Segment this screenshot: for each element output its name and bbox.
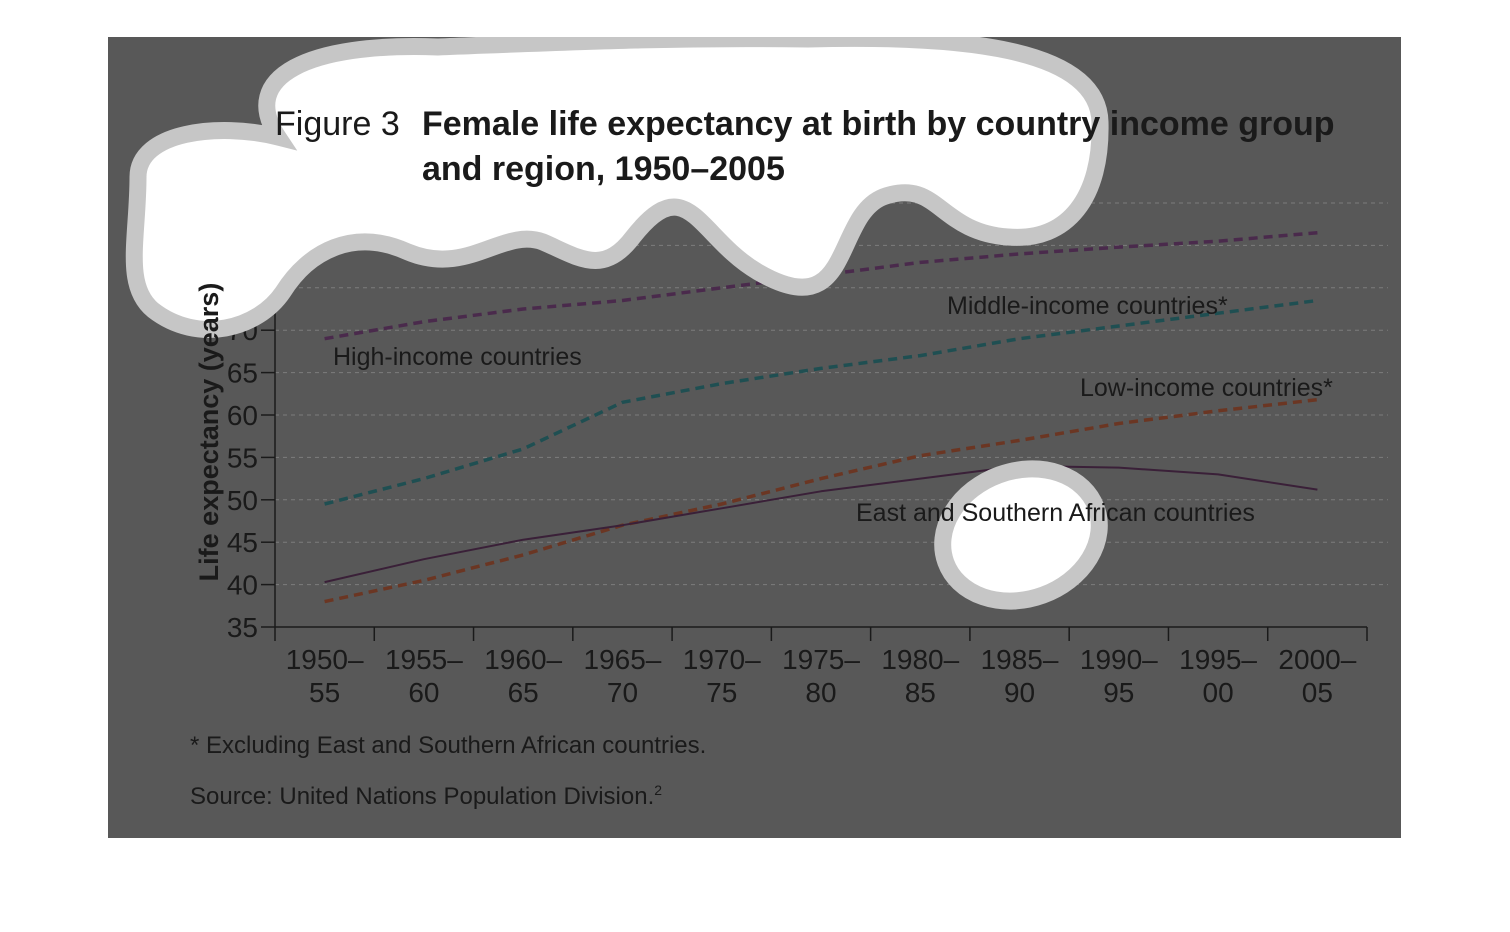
x-tick-label-bottom: 65 — [508, 677, 539, 708]
x-tick-label-top: 1985– — [981, 644, 1059, 675]
series-line-1 — [324, 298, 1318, 506]
y-tick-label: 60 — [227, 400, 258, 431]
x-tick-label-top: 1975– — [782, 644, 860, 675]
series-line-2 — [324, 397, 1318, 604]
x-axis-ticks: 1950–55 1955–60 1960–65 1965–70 1970–75 1975–… — [274, 627, 1368, 708]
cloud-highlight — [125, 37, 1109, 338]
source-text: Source: United Nations Population Divisi… — [190, 783, 654, 810]
x-tick-label-bottom: 85 — [905, 677, 936, 708]
x-tick-label-top: 1950– — [286, 644, 364, 675]
y-tick-label: 45 — [227, 527, 258, 558]
x-tick-label-top: 1980– — [881, 644, 959, 675]
life-expectancy-chart: 3540455055606570758085 1950–551955–60196… — [125, 37, 1388, 810]
x-tick-label-top: 1965– — [584, 644, 662, 675]
x-tick-label-top: 1955– — [385, 644, 463, 675]
y-tick-label: 50 — [227, 485, 258, 516]
y-tick-label: 55 — [227, 442, 258, 473]
figure-label: Figure 3 — [275, 105, 400, 143]
x-tick-label-top: 1970– — [683, 644, 761, 675]
y-tick-label: 65 — [227, 358, 258, 389]
figure-panel: 3540455055606570758085 1950–551955–60196… — [108, 37, 1401, 838]
x-tick-label-bottom: 55 — [309, 677, 340, 708]
series-labels: High-income countries Middle-income coun… — [333, 292, 1333, 527]
x-tick-label-bottom: 80 — [805, 677, 836, 708]
footnote: * Excluding East and Southern African co… — [190, 732, 706, 759]
y-axis-label: Life expectancy (years) — [194, 283, 224, 582]
x-tick-label-bottom: 00 — [1203, 677, 1234, 708]
series-label-middle-income: Middle-income countries* — [947, 292, 1228, 320]
y-tick-label: 35 — [227, 612, 258, 643]
title-line-1: Female life expectancy at birth by count… — [422, 105, 1335, 143]
highlight-shapes — [125, 37, 1109, 610]
x-tick-label-bottom: 75 — [706, 677, 737, 708]
title-line-2: and region, 1950–2005 — [422, 150, 785, 188]
source-superscript: 2 — [654, 782, 662, 798]
x-tick-label-top: 1990– — [1080, 644, 1158, 675]
x-tick-label-bottom: 70 — [607, 677, 638, 708]
series-line-3 — [324, 464, 1318, 584]
oval-highlight — [934, 460, 1108, 610]
x-tick-label-bottom: 05 — [1302, 677, 1333, 708]
y-tick-label: 40 — [227, 570, 258, 601]
x-tick-label-top: 1960– — [484, 644, 562, 675]
chart-title: Figure 3 Female life expectancy at birth… — [275, 105, 1335, 188]
x-tick-label-bottom: 95 — [1103, 677, 1134, 708]
source-note: Source: United Nations Population Divisi… — [190, 782, 662, 810]
x-tick-label-top: 2000– — [1278, 644, 1356, 675]
series-label-east-southern-africa: East and Southern African countries — [856, 499, 1255, 527]
x-tick-label-bottom: 60 — [408, 677, 439, 708]
x-tick-label-bottom: 90 — [1004, 677, 1035, 708]
x-tick-label-top: 1995– — [1179, 644, 1257, 675]
series-label-high-income: High-income countries — [333, 343, 582, 371]
series-label-low-income: Low-income countries* — [1080, 374, 1333, 402]
